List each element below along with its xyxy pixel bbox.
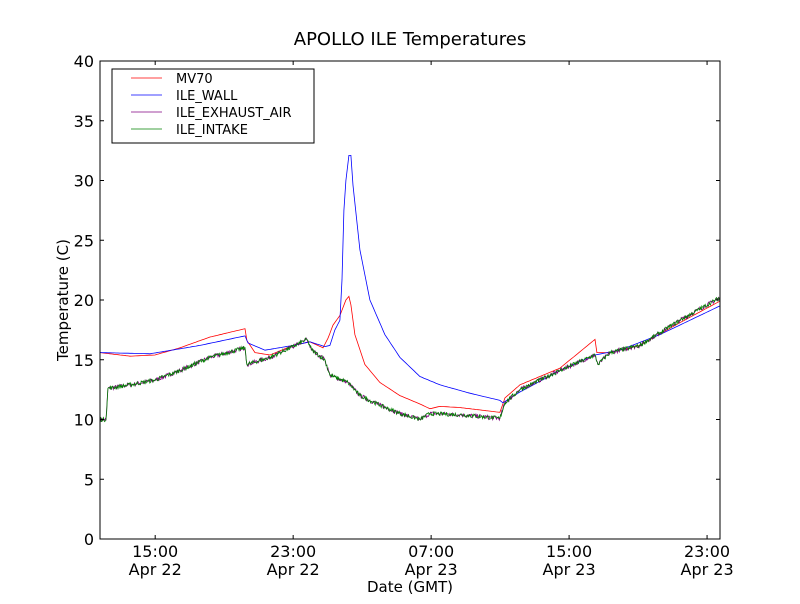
- y-tick-label: 30: [74, 172, 94, 191]
- x-tick-label-time: 23:00: [270, 542, 316, 561]
- y-tick-label: 0: [84, 530, 94, 549]
- x-tick-label-time: 23:00: [684, 542, 730, 561]
- x-tick-label-date: Apr 23: [543, 560, 596, 579]
- series-layer: [99, 154, 721, 423]
- x-tick-label-date: Apr 23: [405, 560, 458, 579]
- legend: MV70 ILE_WALL ILE_EXHAUST_AIR ILE_INTAKE: [111, 68, 315, 144]
- y-tick-label: 10: [74, 411, 94, 430]
- y-tick-label: 20: [74, 291, 94, 310]
- series-line-ile-intake: [99, 296, 721, 423]
- x-tick-label-time: 07:00: [408, 542, 454, 561]
- x-tick-label-date: Apr 22: [267, 560, 320, 579]
- y-tick-label: 15: [74, 351, 94, 370]
- y-axis-label: Temperature (C): [54, 239, 72, 362]
- x-axis-label: Date (GMT): [367, 578, 453, 596]
- series-line-mv70: [99, 295, 720, 413]
- x-tick-label-date: Apr 23: [681, 560, 734, 579]
- y-tick-label: 5: [84, 470, 94, 489]
- chart-title: APOLLO ILE Temperatures: [294, 29, 526, 50]
- x-tick-label-date: Apr 22: [129, 560, 182, 579]
- x-tick-label-time: 15:00: [546, 542, 592, 561]
- legend-label: ILE_EXHAUST_AIR: [176, 106, 292, 121]
- legend-label: MV70: [176, 72, 213, 87]
- legend-frame: [111, 68, 315, 144]
- y-tick-label: 35: [74, 112, 94, 131]
- legend-label: ILE_INTAKE: [176, 123, 248, 138]
- series-line-ile-exhaust-air: [99, 296, 721, 422]
- y-tick-label: 40: [74, 52, 94, 71]
- x-tick-label-time: 15:00: [132, 542, 178, 561]
- y-tick-label: 25: [74, 231, 94, 250]
- legend-label: ILE_WALL: [176, 89, 238, 104]
